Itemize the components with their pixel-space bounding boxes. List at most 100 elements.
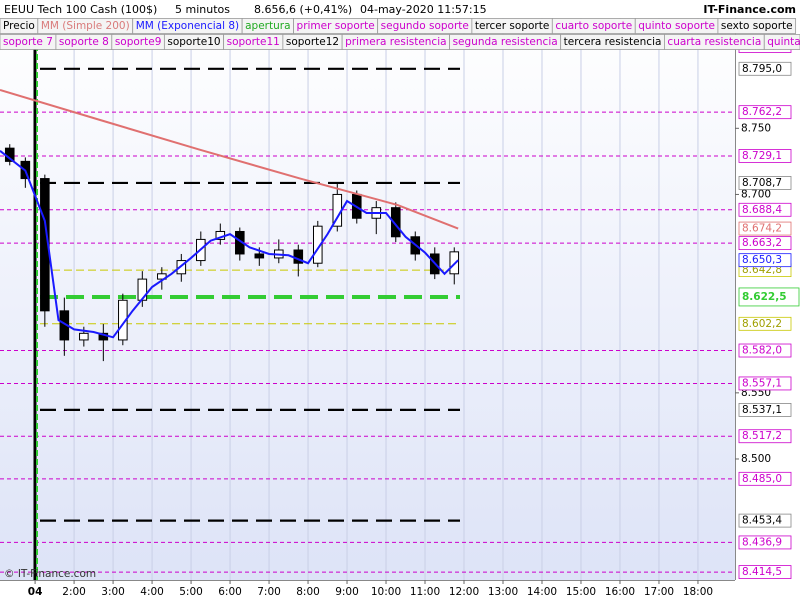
candle-body <box>312 225 323 264</box>
level-label-box <box>738 287 800 307</box>
series-label-box <box>738 253 792 268</box>
x-tick-label: 13:00 <box>488 586 518 598</box>
level-label-box <box>738 105 792 120</box>
price: 8.656,6 (+0,41%) <box>254 3 352 16</box>
level-label-box <box>738 149 792 163</box>
x-tick-label: 14:00 <box>527 586 557 598</box>
legend-entry: segundo soporte <box>381 20 469 32</box>
legend-entry: apertura <box>245 20 290 32</box>
x-tick-label: 8:00 <box>296 586 320 598</box>
legend-entry: soporte11 <box>227 36 280 48</box>
level-label-box <box>738 535 792 550</box>
x-tick-label: 7:00 <box>257 586 281 598</box>
level-label-box <box>738 565 792 579</box>
legend-entry: segunda resistencia <box>453 36 558 48</box>
level-label: 8.602,2 <box>742 318 782 330</box>
level-label: 8.436,9 <box>742 536 782 548</box>
candle-body <box>254 253 265 259</box>
level-label-box <box>738 202 792 217</box>
candle-body <box>390 207 401 238</box>
x-tick-label: 11:00 <box>410 586 440 598</box>
legend-entry: soporte 7 <box>3 36 53 48</box>
axes: 04 2:00 3:00 4:00 5:00 6:00 7:00 8:00 9:00 10:00 1… <box>28 39 800 598</box>
level-label: 8.642,8 <box>742 264 782 276</box>
level-label-box <box>738 376 792 391</box>
level-label-box <box>738 343 792 358</box>
legend-entry: sexto soporte <box>721 20 793 32</box>
level-label-box <box>738 403 792 417</box>
x-tick-label: 18:00 <box>683 586 713 598</box>
legend-entry: primer soporte <box>297 20 375 32</box>
level-label: 8.729,1 <box>742 150 782 162</box>
x-tick-label: 6:00 <box>218 586 242 598</box>
level-label: 8.663,2 <box>742 237 782 249</box>
plot-area <box>0 18 735 580</box>
candle-body <box>79 332 89 341</box>
level-label-box <box>738 176 792 190</box>
legend-entry: quinto soporte <box>638 20 715 32</box>
x-tick-label: 04 <box>28 586 43 598</box>
y-tick-label: 8.750 <box>741 122 771 134</box>
candle-body <box>40 178 50 312</box>
price-marks <box>0 88 460 362</box>
level-label-box <box>738 429 792 444</box>
level-label: 8.688,4 <box>742 204 782 216</box>
legend-entry: MM (Simple 200) <box>41 20 130 32</box>
y-tick-label: 8.700 <box>741 188 771 200</box>
level-label: 8.582,0 <box>742 345 782 357</box>
level-label: 8.762,2 <box>742 106 782 118</box>
candle-body <box>118 299 128 341</box>
level-label: 8.795,0 <box>742 63 782 75</box>
legend-entry: tercer soporte <box>475 20 549 32</box>
level-label: 8.708,7 <box>742 177 782 189</box>
legend-entry: cuarto soporte <box>555 20 632 32</box>
series-label: 8.650,3 <box>742 254 782 266</box>
level-label-box <box>738 236 792 251</box>
legend-entry: soporte12 <box>286 36 339 48</box>
series-label-box <box>738 221 792 236</box>
series-label: 8.674,2 <box>742 223 782 235</box>
interval: 5 minutos <box>175 3 230 16</box>
level-label: 8.517,2 <box>742 430 782 442</box>
level-label: 8.557,1 <box>742 377 782 389</box>
x-tick-label: 2:00 <box>62 586 86 598</box>
x-tick-label: 12:00 <box>449 586 479 598</box>
legend-box <box>717 18 797 34</box>
x-tick-label: 4:00 <box>140 586 164 598</box>
legend-entry: soporte 8 <box>59 36 109 48</box>
candle-body <box>137 278 148 301</box>
levels <box>0 45 735 573</box>
level-label-box <box>738 61 792 76</box>
x-tick-label: 16:00 <box>605 586 635 598</box>
legend-entry: quinta <box>767 36 800 48</box>
level-label-box <box>738 513 792 528</box>
level-label: 8.485,0 <box>742 473 782 485</box>
legend-entry: cuarta resistencia <box>667 36 761 48</box>
candle-body <box>176 260 187 275</box>
legend-entry: tercera resistencia <box>564 36 662 48</box>
moving-average <box>0 88 459 230</box>
datetime: 04-may-2020 11:57:15 <box>360 3 487 16</box>
level-label: 8.622,5 <box>742 291 787 303</box>
level-label: 8.537,1 <box>742 404 782 416</box>
legend-box <box>763 34 800 50</box>
x-tick-label: 5:00 <box>179 586 203 598</box>
level-label: 8.414,5 <box>742 566 782 578</box>
legend-entry: primera resistencia <box>345 36 446 48</box>
moving-average <box>0 150 459 339</box>
source: IT-Finance.com <box>703 3 796 16</box>
x-tick-label: 15:00 <box>566 586 596 598</box>
x-tick-label: 17:00 <box>644 586 674 598</box>
x-tick-label: 10:00 <box>371 586 401 598</box>
level-label-box <box>738 316 792 331</box>
legend-entry: MM (Exponencial 8) <box>136 20 239 32</box>
y-tick-label: 8.500 <box>741 453 771 465</box>
level-label-box <box>738 471 792 486</box>
legend-entry: Precio <box>3 20 35 32</box>
x-tick-label: 3:00 <box>101 586 125 598</box>
legend-entry: soporte9 <box>115 36 162 48</box>
watermark: © IT-Finance.com <box>4 568 96 580</box>
legend: Precio MM (Simple 200) MM (Exponencial 8) a… <box>0 18 800 50</box>
